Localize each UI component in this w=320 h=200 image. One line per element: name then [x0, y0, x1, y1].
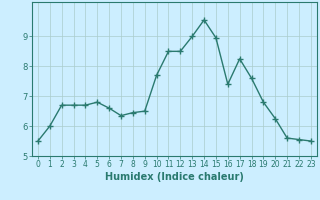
- X-axis label: Humidex (Indice chaleur): Humidex (Indice chaleur): [105, 172, 244, 182]
